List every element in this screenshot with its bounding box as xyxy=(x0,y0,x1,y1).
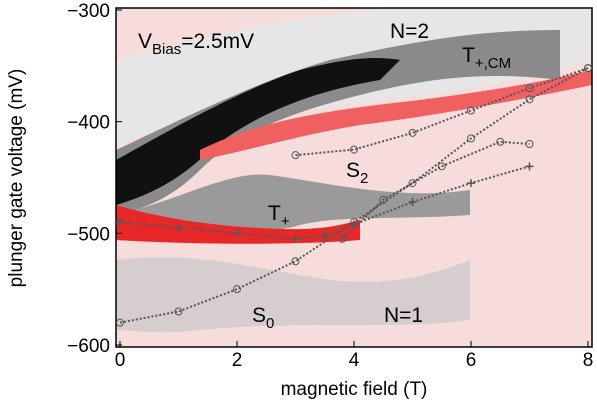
x-tick-label: 0 xyxy=(115,350,126,371)
marker xyxy=(525,140,534,148)
marker xyxy=(233,285,241,294)
trace xyxy=(341,140,530,240)
annotation-sub: +,CM xyxy=(475,55,511,72)
y-axis-label: plunger gate voltage (mV) xyxy=(6,69,27,288)
marker xyxy=(525,84,534,93)
y-tick-label: −600 xyxy=(67,336,110,357)
annotation-sub: 2 xyxy=(360,170,368,187)
marker xyxy=(467,179,475,188)
marker xyxy=(525,95,534,104)
annotation-main: S xyxy=(346,159,360,182)
annotation: N=1 xyxy=(384,304,423,327)
annotation: T+ xyxy=(268,202,290,230)
y-tick-label: −400 xyxy=(67,113,110,134)
marker xyxy=(467,134,475,143)
annotation-sub: + xyxy=(281,213,290,230)
marker xyxy=(291,234,300,243)
marker xyxy=(174,307,183,316)
marker xyxy=(174,223,183,232)
annotation-main: T xyxy=(268,202,281,225)
annotation-main: T xyxy=(462,44,475,67)
marker xyxy=(525,162,534,171)
marker xyxy=(116,218,124,227)
marker xyxy=(291,257,300,266)
marker xyxy=(467,106,475,115)
annotation: S2 xyxy=(346,159,368,187)
marker xyxy=(338,234,347,243)
annotation-main: N=2 xyxy=(390,20,429,43)
annotation-rest: =2.5mV xyxy=(181,30,254,53)
annotation-main: S xyxy=(252,304,266,327)
y-tick-label: −500 xyxy=(67,224,110,245)
marker xyxy=(496,137,505,146)
marker xyxy=(408,198,417,207)
marker xyxy=(320,231,329,240)
annotation-main: V xyxy=(138,30,152,53)
annotation-main: N=1 xyxy=(384,304,423,327)
marker xyxy=(291,151,300,160)
marker xyxy=(350,145,358,154)
x-tick-label: 2 xyxy=(232,350,243,371)
marker xyxy=(379,195,388,204)
traces xyxy=(116,64,592,327)
marker xyxy=(437,162,446,171)
annotation: VBias=2.5mV xyxy=(138,30,254,58)
heatmap xyxy=(116,8,592,347)
x-tick-label: 4 xyxy=(349,350,360,371)
y-tick-label: −300 xyxy=(67,1,110,22)
marker xyxy=(116,318,124,327)
annotation-sub: 0 xyxy=(266,315,274,332)
annotation: S0 xyxy=(252,304,274,332)
x-axis-label: magnetic field (T) xyxy=(281,379,428,400)
annotation: N=2 xyxy=(390,20,429,43)
x-tick-label: 6 xyxy=(466,350,477,371)
annotation-sub: Bias xyxy=(152,41,181,58)
marker xyxy=(408,128,417,137)
annotation: T+,CM xyxy=(462,44,511,72)
trace xyxy=(295,67,589,157)
marker xyxy=(408,179,417,188)
marker xyxy=(584,64,592,73)
marker xyxy=(233,229,241,238)
x-tick-label: 8 xyxy=(583,350,594,371)
